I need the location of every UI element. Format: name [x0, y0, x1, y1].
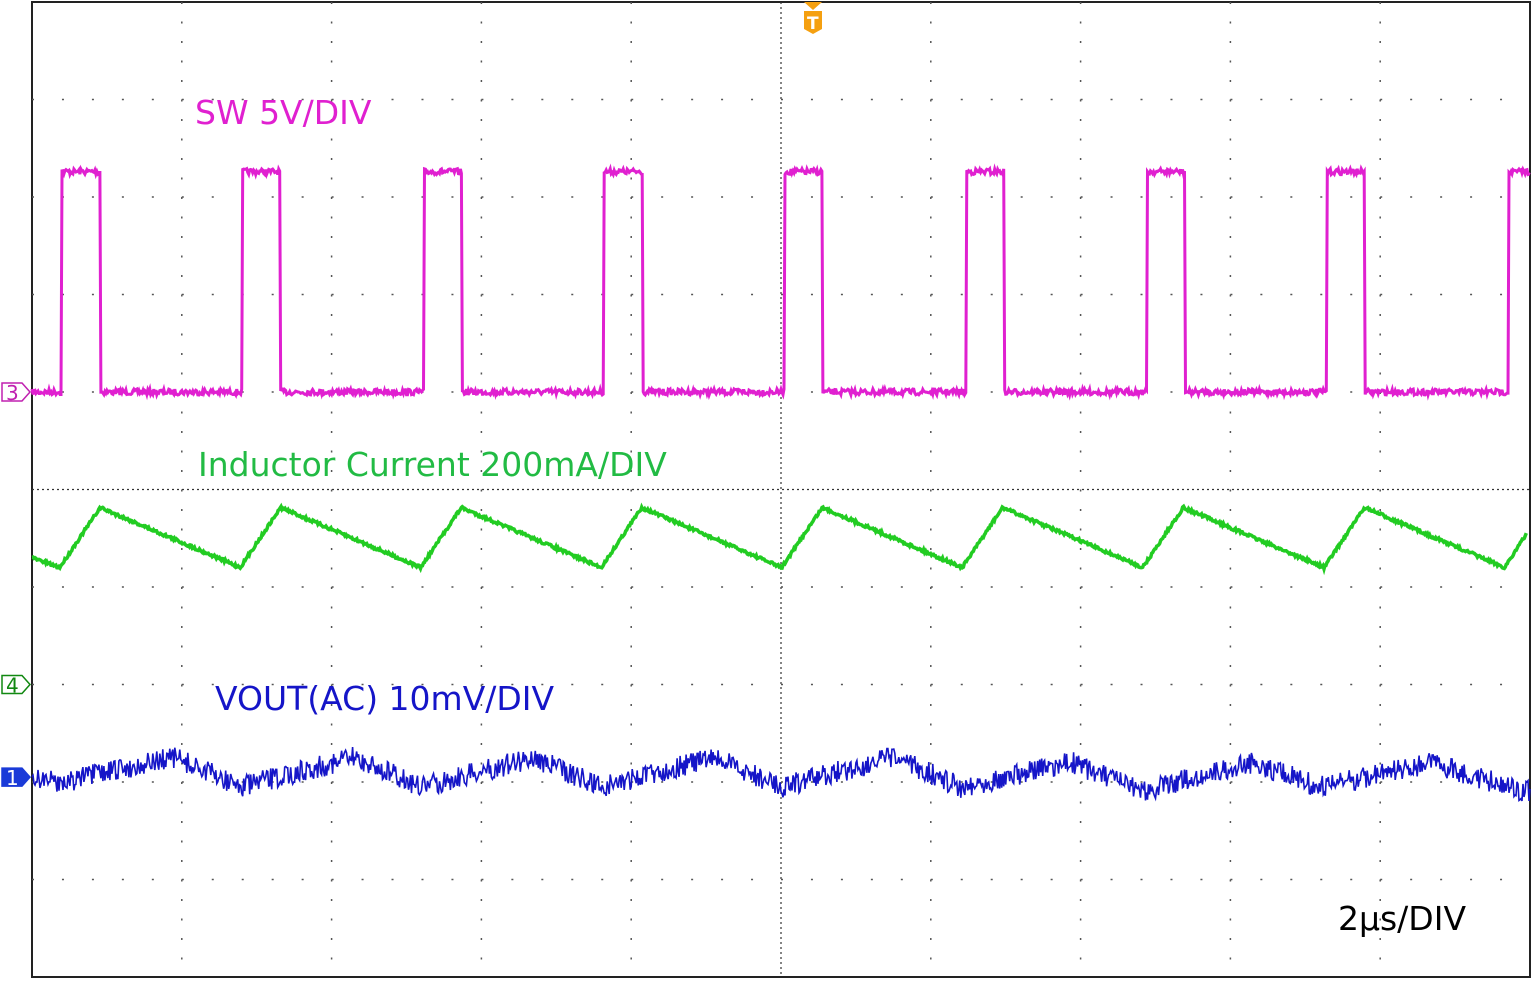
channel-4-marker-label: 4 — [6, 674, 19, 698]
trigger-marker: T — [804, 2, 822, 34]
channel-markers: 3 4 1 T — [1, 2, 822, 790]
trigger-badge-icon — [804, 11, 822, 34]
sw-label: SW 5V/DIV — [195, 93, 372, 132]
vout-trace — [31, 746, 1531, 802]
channel-3-marker-label: 3 — [6, 381, 19, 405]
traces — [30, 163, 1531, 802]
channel-3-marker: 3 — [1, 381, 32, 405]
inductor-current-trace — [31, 502, 1528, 576]
channel-1-marker: 1 — [1, 766, 32, 790]
grid — [32, 2, 1530, 977]
sw-trace — [30, 163, 1531, 401]
channel-4-marker: 4 — [1, 674, 32, 698]
plot-frame — [31, 1, 1531, 978]
trigger-arrow-icon — [804, 2, 822, 10]
trigger-label: T — [807, 14, 819, 34]
vout-label: VOUT(AC) 10mV/DIV — [215, 679, 555, 718]
timebase-label: 2µs/DIV — [1338, 899, 1466, 938]
channel-1-marker-shape — [1, 767, 32, 787]
inductor-current-label: Inductor Current 200mA/DIV — [198, 445, 667, 484]
channel-4-marker-shape — [1, 674, 32, 695]
channel-1-marker-label: 1 — [6, 766, 19, 790]
channel-3-marker-shape — [1, 382, 32, 402]
